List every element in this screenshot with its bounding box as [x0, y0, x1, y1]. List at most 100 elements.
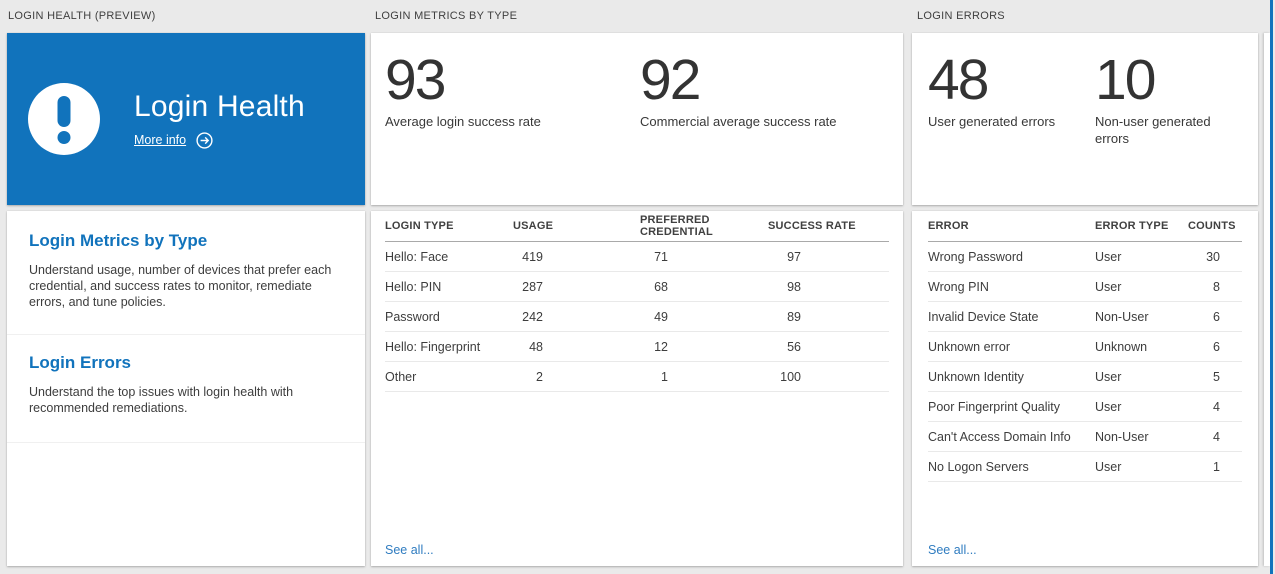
cell-counts: 6	[1213, 309, 1220, 324]
table-row: Password 242 49 89	[385, 302, 889, 332]
cell-counts: 6	[1213, 339, 1220, 354]
col-header-usage: USAGE	[513, 220, 554, 232]
cell-login-type: Password	[385, 309, 440, 324]
stat-average-login-success-rate: 93 Average login success rate	[385, 48, 640, 205]
cell-error-type: Unknown	[1095, 339, 1148, 354]
cell-login-type: Hello: PIN	[385, 279, 442, 294]
cell-preferred-credential: 49	[654, 309, 668, 324]
window-edge-line	[1270, 0, 1273, 574]
see-all-link-errors[interactable]: See all...	[928, 543, 977, 557]
table-row: Wrong PIN User 8	[928, 272, 1242, 302]
metrics-summary-card: 93 Average login success rate 92 Commerc…	[371, 33, 903, 205]
cell-error: Unknown error	[928, 339, 1010, 354]
cell-usage: 48	[529, 339, 543, 354]
col-header-error-type: ERROR TYPE	[1095, 220, 1169, 232]
section-header-login-health: LOGIN HEALTH (PREVIEW)	[8, 10, 156, 22]
cell-error-type: User	[1095, 459, 1122, 474]
cell-error-type: User	[1095, 279, 1122, 294]
cell-success-rate: 97	[787, 249, 801, 264]
login-health-menu-card: Login Metrics by Type Understand usage, …	[7, 211, 365, 566]
stat-label: Average login success rate	[385, 114, 541, 129]
cell-counts: 4	[1213, 429, 1220, 444]
cell-success-rate: 89	[787, 309, 801, 324]
table-row: Unknown Identity User 5	[928, 362, 1242, 392]
col-header-error: ERROR	[928, 220, 969, 232]
col-header-counts: COUNTS	[1188, 220, 1236, 232]
table-row: Invalid Device State Non-User 6	[928, 302, 1242, 332]
cell-error-type: Non-User	[1095, 309, 1149, 324]
cell-counts: 30	[1206, 249, 1220, 264]
errors-summary-card: 48 User generated errors 10 Non-user gen…	[912, 33, 1258, 205]
menu-item-title: Login Metrics by Type	[29, 231, 208, 250]
cell-preferred-credential: 68	[654, 279, 668, 294]
cell-error-type: User	[1095, 249, 1122, 264]
cell-error: No Logon Servers	[928, 459, 1029, 474]
alert-exclamation-icon	[28, 83, 100, 155]
cell-error-type: User	[1095, 369, 1122, 384]
metrics-table-header-row: LOGIN TYPE USAGE PREFERRED CREDENTIAL SU…	[385, 211, 889, 242]
stat-value: 92	[640, 48, 701, 112]
table-row: Hello: Face 419 71 97	[385, 242, 889, 272]
cell-preferred-credential: 71	[654, 249, 668, 264]
cell-preferred-credential: 1	[661, 369, 668, 384]
col-header-preferred-credential: PREFERRED CREDENTIAL	[640, 214, 713, 238]
cell-usage: 419	[522, 249, 543, 264]
cell-usage: 287	[522, 279, 543, 294]
cell-login-type: Hello: Face	[385, 249, 449, 264]
next-card-edge	[1264, 33, 1270, 566]
cell-counts: 5	[1213, 369, 1220, 384]
table-row: Hello: Fingerprint 48 12 56	[385, 332, 889, 362]
section-header-login-errors: LOGIN ERRORS	[917, 10, 1005, 22]
stat-label: Non-user generated errors	[1095, 114, 1211, 146]
cell-error: Poor Fingerprint Quality	[928, 399, 1061, 414]
table-row: Can't Access Domain Info Non-User 4	[928, 422, 1242, 452]
table-row: No Logon Servers User 1	[928, 452, 1242, 482]
cell-error: Invalid Device State	[928, 309, 1039, 324]
login-health-tile[interactable]: Login Health More info	[7, 33, 365, 205]
cell-counts: 4	[1213, 399, 1220, 414]
table-row: Poor Fingerprint Quality User 4	[928, 392, 1242, 422]
col-header-success-rate: SUCCESS RATE	[768, 220, 856, 232]
cell-counts: 8	[1213, 279, 1220, 294]
stat-non-user-generated-errors: 10 Non-user generated errors	[1095, 48, 1230, 205]
menu-item-login-metrics[interactable]: Login Metrics by Type Understand usage, …	[7, 211, 365, 335]
menu-item-title: Login Errors	[29, 353, 132, 372]
cell-error: Can't Access Domain Info	[928, 429, 1071, 444]
errors-table-body: Wrong Password User 30 Wrong PIN User 8 …	[928, 242, 1242, 482]
table-row: Hello: PIN 287 68 98	[385, 272, 889, 302]
cell-preferred-credential: 12	[654, 339, 668, 354]
errors-table-header-row: ERROR ERROR TYPE COUNTS	[928, 211, 1242, 242]
menu-item-description: Understand the top issues with login hea…	[29, 385, 294, 415]
cell-success-rate: 98	[787, 279, 801, 294]
cell-error-type: User	[1095, 399, 1122, 414]
cell-error: Wrong PIN	[928, 279, 989, 294]
errors-table-card: ERROR ERROR TYPE COUNTS Wrong Password U…	[912, 211, 1258, 566]
col-header-login-type: LOGIN TYPE	[385, 220, 454, 232]
arrow-right-circle-icon[interactable]	[196, 131, 213, 149]
see-all-link-metrics[interactable]: See all...	[385, 543, 434, 557]
metrics-table-card: LOGIN TYPE USAGE PREFERRED CREDENTIAL SU…	[371, 211, 903, 566]
cell-error: Unknown Identity	[928, 369, 1024, 384]
stat-value: 93	[385, 48, 446, 112]
menu-item-login-errors[interactable]: Login Errors Understand the top issues w…	[7, 335, 365, 443]
cell-counts: 1	[1213, 459, 1220, 474]
stat-commercial-average-success-rate: 92 Commercial average success rate	[640, 48, 837, 205]
stat-value: 10	[1095, 48, 1156, 112]
table-row: Unknown error Unknown 6	[928, 332, 1242, 362]
table-row: Other 2 1 100	[385, 362, 889, 392]
more-info-link[interactable]: More info	[134, 133, 187, 147]
cell-error-type: Non-User	[1095, 429, 1149, 444]
metrics-table-body: Hello: Face 419 71 97 Hello: PIN 287 68 …	[385, 242, 889, 392]
cell-usage: 2	[536, 369, 543, 384]
table-row: Wrong Password User 30	[928, 242, 1242, 272]
section-header-login-metrics: LOGIN METRICS BY TYPE	[375, 10, 518, 22]
stat-user-generated-errors: 48 User generated errors	[928, 48, 1095, 205]
menu-item-description: Understand usage, number of devices that…	[29, 263, 332, 309]
tile-title: Login Health	[134, 89, 305, 123]
cell-error: Wrong Password	[928, 249, 1023, 264]
stat-label: Commercial average success rate	[640, 114, 837, 129]
stat-value: 48	[928, 48, 989, 112]
cell-login-type: Hello: Fingerprint	[385, 339, 481, 354]
stat-label: User generated errors	[928, 114, 1056, 129]
